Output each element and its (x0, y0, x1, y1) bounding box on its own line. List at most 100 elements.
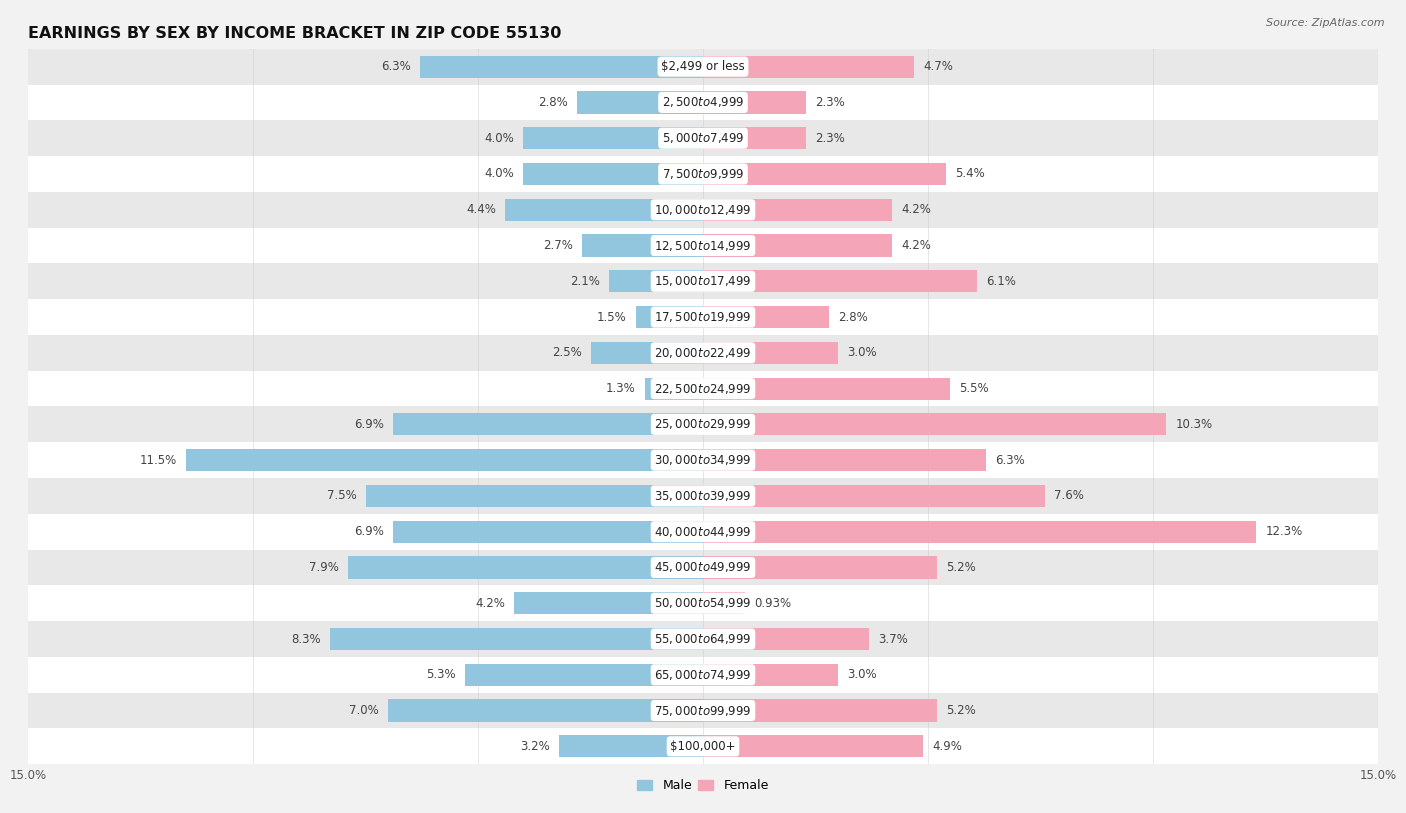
Text: 4.7%: 4.7% (924, 60, 953, 73)
Bar (28, 335, 1378, 371)
Bar (28, 49, 1378, 85)
Bar (703, 699, 936, 722)
Bar (636, 306, 703, 328)
Bar (703, 663, 838, 686)
Text: 6.9%: 6.9% (354, 525, 384, 538)
Bar (703, 735, 924, 758)
Text: 4.0%: 4.0% (484, 167, 515, 180)
Text: 5.4%: 5.4% (955, 167, 984, 180)
Text: 4.2%: 4.2% (901, 203, 931, 216)
Bar (28, 371, 1378, 406)
Text: 2.5%: 2.5% (551, 346, 582, 359)
Text: $35,000 to $39,999: $35,000 to $39,999 (654, 489, 752, 503)
Bar (28, 228, 1378, 263)
Text: $65,000 to $74,999: $65,000 to $74,999 (654, 667, 752, 682)
Text: 10.3%: 10.3% (1175, 418, 1212, 431)
Text: 8.3%: 8.3% (291, 633, 321, 646)
Bar (703, 127, 807, 150)
Bar (28, 621, 1378, 657)
Bar (609, 270, 703, 293)
Text: 2.1%: 2.1% (569, 275, 599, 288)
Text: 12.3%: 12.3% (1265, 525, 1302, 538)
Text: 6.9%: 6.9% (354, 418, 384, 431)
Bar (28, 120, 1378, 156)
Bar (703, 91, 807, 114)
Bar (347, 556, 703, 579)
Bar (703, 55, 914, 78)
Text: 6.3%: 6.3% (995, 454, 1025, 467)
Bar (28, 514, 1378, 550)
Text: Source: ZipAtlas.com: Source: ZipAtlas.com (1267, 18, 1385, 28)
Bar (703, 234, 891, 257)
Text: $2,499 or less: $2,499 or less (661, 60, 745, 73)
Bar (591, 341, 703, 364)
Text: 2.8%: 2.8% (838, 311, 868, 324)
Bar (523, 127, 703, 150)
Bar (703, 520, 1257, 543)
Text: $17,500 to $19,999: $17,500 to $19,999 (654, 310, 752, 324)
Bar (703, 306, 830, 328)
Text: $15,000 to $17,499: $15,000 to $17,499 (654, 274, 752, 289)
Bar (366, 485, 703, 507)
Bar (703, 556, 936, 579)
Bar (703, 341, 838, 364)
Bar (703, 163, 946, 185)
Text: 2.3%: 2.3% (815, 132, 845, 145)
Text: 5.2%: 5.2% (946, 704, 976, 717)
Bar (505, 198, 703, 221)
Bar (28, 299, 1378, 335)
Text: $30,000 to $34,999: $30,000 to $34,999 (654, 453, 752, 467)
Text: 7.0%: 7.0% (349, 704, 380, 717)
Text: 5.3%: 5.3% (426, 668, 456, 681)
Text: $55,000 to $64,999: $55,000 to $64,999 (654, 632, 752, 646)
Bar (28, 406, 1378, 442)
Bar (28, 263, 1378, 299)
Bar (28, 693, 1378, 728)
Text: $12,500 to $14,999: $12,500 to $14,999 (654, 238, 752, 253)
Bar (28, 585, 1378, 621)
Text: 1.3%: 1.3% (606, 382, 636, 395)
Bar (28, 442, 1378, 478)
Bar (582, 234, 703, 257)
Text: 4.4%: 4.4% (467, 203, 496, 216)
Text: $40,000 to $44,999: $40,000 to $44,999 (654, 524, 752, 539)
Text: 2.7%: 2.7% (543, 239, 572, 252)
Text: 1.5%: 1.5% (596, 311, 627, 324)
Bar (388, 699, 703, 722)
Text: 4.0%: 4.0% (484, 132, 515, 145)
Bar (329, 628, 703, 650)
Text: 3.2%: 3.2% (520, 740, 550, 753)
Bar (186, 449, 703, 472)
Text: $50,000 to $54,999: $50,000 to $54,999 (654, 596, 752, 611)
Text: 5.5%: 5.5% (959, 382, 988, 395)
Bar (644, 377, 703, 400)
Text: 0.93%: 0.93% (754, 597, 792, 610)
Text: 3.0%: 3.0% (846, 346, 876, 359)
Text: 4.9%: 4.9% (932, 740, 962, 753)
Bar (703, 592, 745, 615)
Text: $75,000 to $99,999: $75,000 to $99,999 (654, 703, 752, 718)
Text: 6.3%: 6.3% (381, 60, 411, 73)
Text: 7.9%: 7.9% (309, 561, 339, 574)
Bar (464, 663, 703, 686)
Bar (703, 270, 977, 293)
Bar (703, 449, 987, 472)
Bar (28, 156, 1378, 192)
Text: $10,000 to $12,499: $10,000 to $12,499 (654, 202, 752, 217)
Bar (28, 550, 1378, 585)
Bar (28, 478, 1378, 514)
Bar (28, 192, 1378, 228)
Text: $5,000 to $7,499: $5,000 to $7,499 (662, 131, 744, 146)
Bar (28, 85, 1378, 120)
Bar (703, 198, 891, 221)
Bar (392, 413, 703, 436)
Bar (703, 377, 950, 400)
Bar (576, 91, 703, 114)
Text: 5.2%: 5.2% (946, 561, 976, 574)
Text: $20,000 to $22,499: $20,000 to $22,499 (654, 346, 752, 360)
Text: EARNINGS BY SEX BY INCOME BRACKET IN ZIP CODE 55130: EARNINGS BY SEX BY INCOME BRACKET IN ZIP… (28, 26, 561, 41)
Bar (419, 55, 703, 78)
Bar (560, 735, 703, 758)
Text: $100,000+: $100,000+ (671, 740, 735, 753)
Text: $2,500 to $4,999: $2,500 to $4,999 (662, 95, 744, 110)
